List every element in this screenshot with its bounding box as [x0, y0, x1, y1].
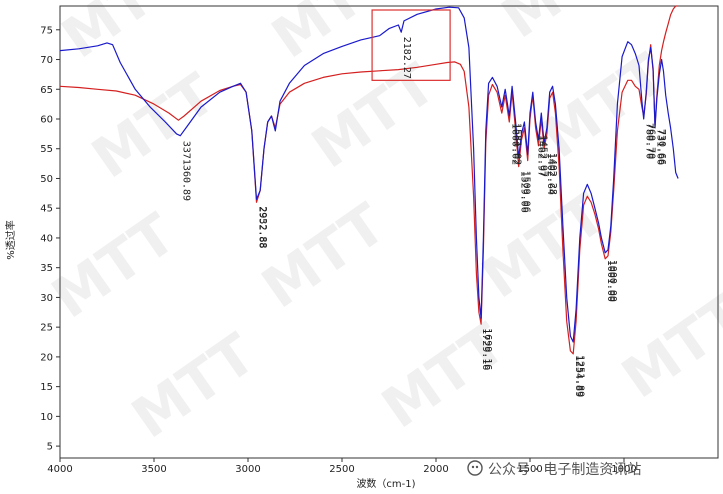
spectrum-series [59, 5, 679, 355]
x-tick-label: 2000 [423, 464, 448, 475]
peak-label: 2952.88 [256, 206, 267, 248]
wechat-watermark: 公众号 · 电子制造资讯站 [467, 460, 641, 478]
x-tick-label: 4000 [47, 464, 72, 475]
x-tick-label: 1500 [517, 464, 542, 475]
peak-label: 1452.97 [538, 135, 549, 177]
y-tick-label: 70 [40, 55, 53, 66]
y-tick-label: 25 [40, 323, 53, 334]
y-tick-label: 45 [40, 204, 53, 215]
watermark-mark: MTT [611, 282, 723, 412]
x-tick-label: 2500 [329, 464, 354, 475]
y-tick-label: 55 [40, 144, 53, 155]
peak-label: 2932.88 [257, 206, 268, 248]
watermark-mark: MTT [121, 322, 268, 452]
watermark-mark: MTT [51, 0, 198, 71]
y-tick-label: 40 [40, 233, 53, 244]
wechat-icon [467, 460, 483, 476]
peak-label: 1402.28 [547, 153, 558, 195]
y-tick-label: 50 [40, 174, 53, 185]
peak-label: 1001.00 [605, 260, 616, 302]
y-tick-label: 60 [40, 115, 53, 126]
peak-label: 1462.97 [536, 135, 547, 177]
y-axis-title: %透过率 [4, 220, 17, 260]
peak-label: 1529.06 [519, 171, 530, 213]
peak-label: 731.66 [654, 129, 665, 165]
watermark-mark: MTT [371, 312, 518, 442]
y-tick-label: 5 [47, 442, 53, 453]
peak-label: 1600.02 [509, 123, 520, 165]
y-tick-label: 75 [40, 25, 53, 36]
x-tick-label: 1000 [611, 464, 636, 475]
plot-frame [59, 5, 719, 459]
watermark-mark: MTT [261, 0, 408, 71]
peak-label: 2182.27 [401, 37, 412, 79]
axis-ticks: 4000 3500 3000 2500 2000 1500 1000 5 10 15 20 25 30 3… [40, 25, 636, 475]
highlight-box [371, 9, 451, 81]
y-tick-label: 20 [40, 352, 53, 363]
peak-label: 1000.00 [607, 260, 618, 302]
peak-label: 1581.02 [512, 123, 523, 165]
peak-label: 1729.16 [480, 328, 491, 370]
peak-label: 3371360.89 [180, 141, 191, 201]
x-tick-label: 3500 [141, 464, 166, 475]
peak-label: 730.66 [656, 129, 667, 165]
peak-label: 1251.89 [575, 355, 586, 397]
series-line-red [59, 5, 679, 355]
peak-label: 1509.06 [521, 171, 532, 213]
peak-label: 1402.64 [545, 153, 556, 195]
watermark-mark: MTT [251, 192, 398, 322]
watermark-mark: MTT [41, 202, 188, 332]
watermark-text: 公众号 · 电子制造资讯站 [488, 462, 641, 478]
y-tick-label: 30 [40, 293, 53, 304]
peak-label: 1699.16 [482, 328, 493, 370]
peak-label: 780.70 [644, 123, 655, 159]
series-line-blue [59, 6, 679, 343]
peak-label: 760.70 [646, 123, 657, 159]
x-axis-title: 波数（cm-1) [356, 477, 415, 490]
y-tick-label: 15 [40, 382, 53, 393]
y-tick-label: 65 [40, 85, 53, 96]
x-tick-label: 3000 [235, 464, 260, 475]
watermark-mark: MTT [491, 0, 638, 51]
watermark-mark: MTT [471, 182, 618, 312]
peak-annotations: 3371360.892952.882932.882182.271729.1616… [180, 37, 667, 397]
y-tick-label: 10 [40, 412, 53, 423]
highlight-rect [371, 9, 451, 81]
watermark-mark: MTT [81, 62, 228, 192]
y-tick-label: 35 [40, 263, 53, 274]
peak-label: 1254.89 [573, 355, 584, 397]
